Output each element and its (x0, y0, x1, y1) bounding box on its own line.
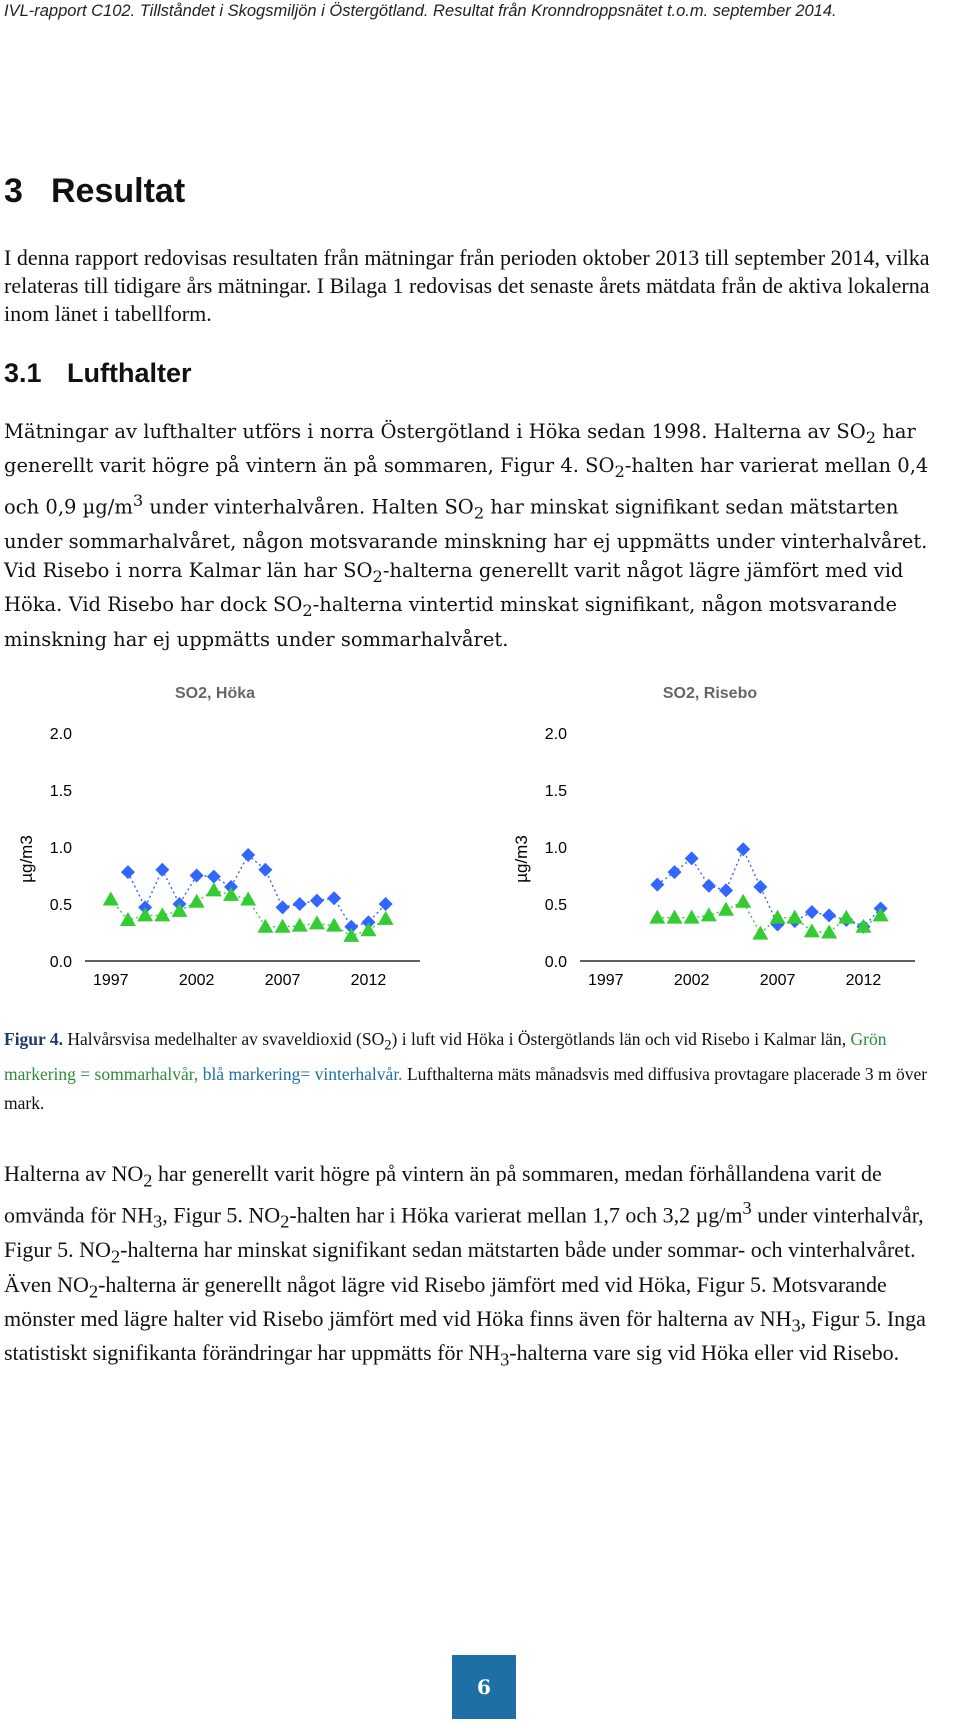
paragraph-no2-nh3: Halterna av NO2 har generellt varit högr… (4, 1161, 926, 1370)
summer-point (102, 891, 119, 906)
summer-point (752, 925, 769, 940)
summer-point (855, 918, 872, 933)
summer-point (257, 918, 274, 933)
summer-point (223, 886, 240, 901)
series-line (657, 900, 881, 935)
winter-point (344, 919, 359, 934)
y-tick-label: 1.5 (50, 783, 72, 800)
summer-point (154, 907, 171, 922)
y-tick-label: 0.0 (50, 954, 72, 971)
summer-point (683, 909, 700, 924)
summer-point (188, 893, 205, 908)
section-title: Resultat (51, 172, 186, 210)
summer-point (119, 911, 136, 926)
y-axis-label: µg/m3 (17, 835, 36, 883)
section-heading: 3 Resultat (4, 172, 185, 211)
summer-point (343, 927, 360, 942)
legend-winter: blå markering= vinterhalvår. (202, 1064, 403, 1084)
y-tick-label: 1.0 (545, 840, 567, 857)
y-tick-label: 0.5 (545, 897, 567, 914)
y-axis-label: µg/m3 (512, 835, 531, 883)
y-tick-label: 2.0 (50, 726, 72, 743)
winter-point (804, 904, 819, 919)
summer-point (786, 909, 803, 924)
summer-point (205, 882, 222, 897)
winter-point (327, 891, 342, 906)
x-tick-label: 2007 (760, 972, 796, 989)
winter-point (822, 908, 837, 923)
winter-point (155, 862, 170, 877)
summer-point (649, 909, 666, 924)
x-tick-label: 2012 (846, 972, 882, 989)
winter-point (650, 877, 665, 892)
summer-point (326, 917, 343, 932)
winter-point (667, 865, 682, 880)
winter-point (736, 842, 751, 857)
winter-point (309, 893, 324, 908)
series-line (127, 853, 387, 928)
x-tick-label: 2002 (179, 972, 215, 989)
summer-point (838, 909, 855, 924)
chart-so2-hoka: SO2, Höka µg/m3 0.0 0.5 1.0 1.5 2.0 1997 2002 200… (17, 685, 420, 989)
summer-point (377, 910, 394, 925)
winter-point (258, 862, 273, 877)
chart-title: SO2, Höka (175, 685, 255, 702)
summer-point (171, 902, 188, 917)
figure-caption: Figur 4. Halvårsvisa medelhalter av svav… (4, 1029, 928, 1113)
subsection-title: Lufthalter (67, 358, 192, 388)
paragraph-so2: Mätningar av lufthalter utförs i norra Ö… (4, 420, 929, 651)
intro-paragraph: I denna rapport redovisas resultaten frå… (4, 245, 930, 326)
winter-point (378, 897, 393, 911)
y-tick-label: 1.0 (50, 840, 72, 857)
summer-point (308, 915, 325, 930)
subsection-heading: 3.1 Lufthalter (4, 358, 192, 389)
page-number: 6 (452, 1655, 516, 1719)
x-tick-label: 1997 (588, 972, 624, 989)
winter-point (684, 851, 699, 866)
y-tick-label: 2.0 (545, 726, 567, 743)
winter-point (719, 883, 734, 898)
summer-point (291, 917, 308, 932)
x-tick-label: 2007 (265, 972, 301, 989)
x-tick-label: 2002 (674, 972, 710, 989)
summer-point (274, 918, 291, 933)
winter-point (120, 865, 135, 880)
summer-point (360, 922, 377, 937)
chart-title: SO2, Risebo (663, 685, 757, 702)
figure-label: Figur 4. (4, 1029, 63, 1049)
summer-point (700, 907, 717, 922)
summer-point (240, 891, 257, 906)
winter-point (275, 900, 290, 915)
running-header: IVL-rapport C102. Tillståndet i Skogsmil… (4, 2, 837, 20)
legend-summer: Grön markering = sommarhalvår, (4, 1029, 887, 1084)
winter-point (701, 878, 716, 893)
winter-point (292, 897, 307, 911)
winter-point (189, 868, 204, 883)
y-tick-label: 0.0 (545, 954, 567, 971)
summer-point (718, 901, 735, 916)
chart-so2-risebo: SO2, Risebo µg/m3 0.0 0.5 1.0 1.5 2.0 1997 2002 2… (512, 685, 915, 989)
y-tick-label: 1.5 (545, 783, 567, 800)
x-tick-label: 1997 (93, 972, 129, 989)
summer-point (803, 923, 820, 938)
subsection-number: 3.1 (4, 358, 42, 388)
winter-point (753, 879, 768, 894)
x-tick-label: 2012 (351, 972, 387, 989)
summer-point (666, 909, 683, 924)
summer-point (137, 907, 154, 922)
summer-point (872, 907, 889, 922)
winter-point (206, 869, 221, 884)
summer-point (821, 924, 838, 939)
winter-point (241, 847, 256, 862)
section-number: 3 (4, 172, 23, 210)
y-tick-label: 0.5 (50, 897, 72, 914)
summer-point (735, 893, 752, 908)
summer-point (769, 909, 786, 924)
